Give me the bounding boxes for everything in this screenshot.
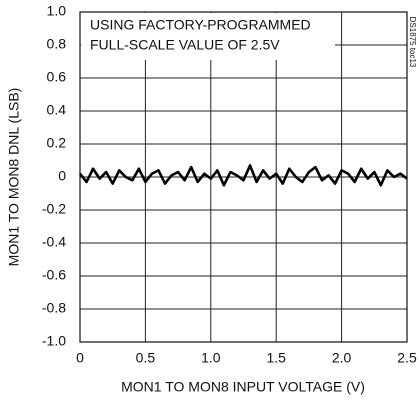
x-tick-label: 1.0 bbox=[201, 350, 221, 366]
y-tick-label: 0.6 bbox=[47, 69, 67, 85]
y-tick-label: 0.8 bbox=[47, 36, 67, 52]
y-tick-label: 0.4 bbox=[47, 102, 67, 118]
figure-id: DS1875 toc13 bbox=[408, 17, 417, 68]
y-tick-label: -0.8 bbox=[42, 300, 66, 316]
x-tick-label: 1.5 bbox=[266, 350, 286, 366]
x-axis-label: MON1 TO MON8 INPUT VOLTAGE (V) bbox=[121, 379, 365, 395]
y-tick-label: -0.4 bbox=[42, 234, 66, 250]
plot-frame bbox=[79, 11, 408, 343]
y-tick-label: 0.2 bbox=[47, 135, 67, 151]
x-tick-label: 2.5 bbox=[397, 350, 417, 366]
data-line bbox=[78, 164, 408, 187]
annotation: USING FACTORY-PROGRAMMED bbox=[90, 17, 311, 33]
x-tick-label: 2.0 bbox=[332, 350, 352, 366]
x-tick-label: 0 bbox=[76, 350, 84, 366]
annotation: FULL-SCALE VALUE OF 2.5V bbox=[90, 37, 280, 53]
x-tick-label: 0.5 bbox=[136, 350, 156, 366]
annotation-box bbox=[81, 13, 335, 60]
y-tick-label: 0 bbox=[58, 168, 66, 184]
y-tick-label: -0.2 bbox=[42, 201, 66, 217]
y-tick-label: -0.6 bbox=[42, 267, 66, 283]
y-axis-label: MON1 TO MON8 DNL (LSB) bbox=[6, 88, 22, 267]
y-tick-label: 1.0 bbox=[47, 3, 67, 19]
y-tick-label: -1.0 bbox=[42, 333, 66, 349]
